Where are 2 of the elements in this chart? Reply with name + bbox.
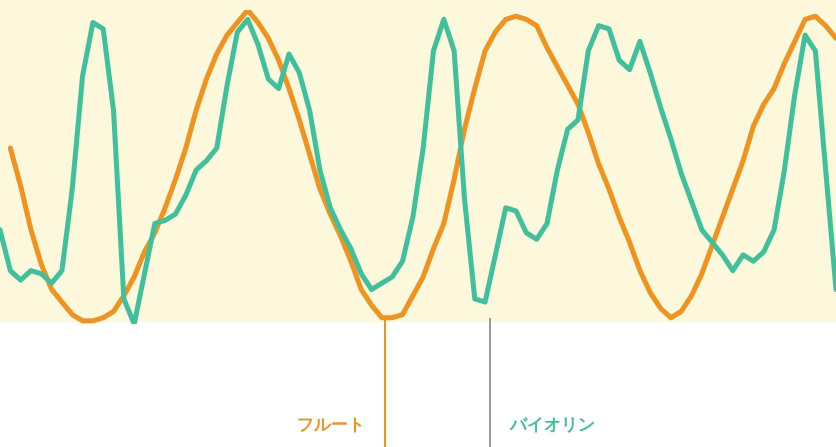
text: バイオリン [509, 415, 595, 435]
text: フルート [297, 415, 365, 435]
